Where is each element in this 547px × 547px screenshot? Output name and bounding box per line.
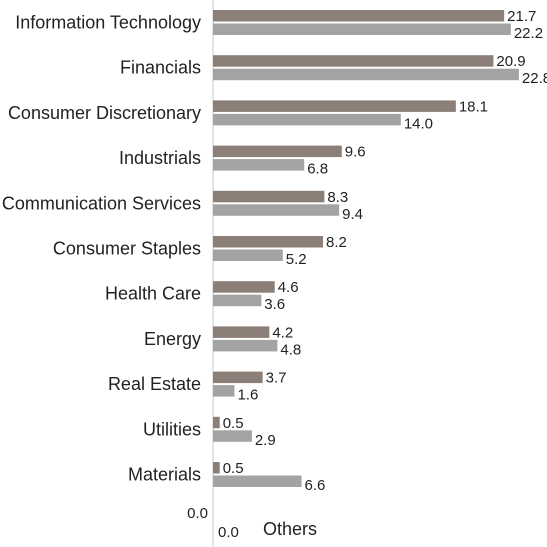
bar-financials-series1 <box>213 55 494 67</box>
category-label-utilities: Utilities <box>143 419 201 439</box>
value-label-energy-series2: 4.8 <box>280 341 301 358</box>
bar-consumer-staples-series1 <box>213 236 324 248</box>
value-label-energy-series1: 4.2 <box>272 324 293 341</box>
category-label-others: Others <box>263 519 317 539</box>
value-label-real-estate-series1: 3.7 <box>266 370 287 387</box>
value-label-communication-services-series2: 9.4 <box>342 206 363 223</box>
value-label-consumer-discretionary-series2: 14.0 <box>404 115 433 132</box>
value-label-others-series2: 0.0 <box>218 524 239 541</box>
bar-consumer-discretionary-series1 <box>213 100 456 112</box>
category-label-communication-services: Communication Services <box>2 193 201 213</box>
value-label-materials-series2: 6.6 <box>305 477 326 494</box>
bar-real-estate-series2 <box>213 385 235 397</box>
bar-financials-series2 <box>213 68 519 81</box>
value-label-communication-services-series1: 8.3 <box>327 189 348 206</box>
bar-materials-series2 <box>213 475 302 487</box>
bar-consumer-discretionary-series2 <box>213 113 401 126</box>
bar-utilities-series1 <box>213 416 220 429</box>
bar-communication-services-series2 <box>213 204 340 216</box>
bar-consumer-staples-series2 <box>213 249 283 261</box>
value-label-utilities-series2: 2.9 <box>255 432 276 449</box>
category-label-information-technology: Information Technology <box>15 13 201 33</box>
value-label-consumer-discretionary-series1: 18.1 <box>459 98 488 115</box>
bar-industrials-series2 <box>213 159 305 171</box>
bar-energy-series1 <box>213 326 270 338</box>
category-label-materials: Materials <box>128 465 201 485</box>
bar-health-care-series2 <box>213 294 262 307</box>
value-label-consumer-staples-series2: 5.2 <box>286 251 307 268</box>
category-label-energy: Energy <box>144 329 201 349</box>
bar-industrials-series1 <box>213 145 342 158</box>
category-label-consumer-staples: Consumer Staples <box>53 239 201 259</box>
bar-energy-series2 <box>213 339 278 352</box>
bar-real-estate-series1 <box>213 371 263 384</box>
value-label-financials-series1: 20.9 <box>496 53 525 70</box>
category-label-health-care: Health Care <box>105 284 201 304</box>
value-label-utilities-series1: 0.5 <box>223 415 244 432</box>
value-label-health-care-series1: 4.6 <box>278 279 299 296</box>
value-label-health-care-series2: 3.6 <box>264 296 285 313</box>
value-label-industrials-series2: 6.8 <box>307 161 328 178</box>
category-label-consumer-discretionary: Consumer Discretionary <box>8 103 201 123</box>
category-label-financials: Financials <box>120 58 201 78</box>
value-label-information-technology-series2: 22.2 <box>514 25 543 42</box>
bar-information-technology-series1 <box>213 10 505 22</box>
value-label-materials-series1: 0.5 <box>223 460 244 477</box>
bar-information-technology-series2 <box>213 23 511 35</box>
category-label-industrials: Industrials <box>119 148 201 168</box>
value-label-others-series1: 0.0 <box>187 505 208 522</box>
value-label-industrials-series1: 9.6 <box>345 144 366 161</box>
value-label-financials-series2: 22.8 <box>522 70 547 87</box>
bar-communication-services-series1 <box>213 190 325 203</box>
labels-group: Information Technology 21.722.2 Financials… <box>2 8 547 541</box>
value-label-information-technology-series1: 21.7 <box>507 8 536 25</box>
value-label-real-estate-series2: 1.6 <box>237 387 258 404</box>
bar-utilities-series2 <box>213 430 252 442</box>
category-label-real-estate: Real Estate <box>108 374 201 394</box>
bar-health-care-series1 <box>213 281 275 293</box>
bar-materials-series1 <box>213 462 220 474</box>
bars-group <box>213 10 519 487</box>
value-label-consumer-staples-series1: 8.2 <box>326 234 347 251</box>
